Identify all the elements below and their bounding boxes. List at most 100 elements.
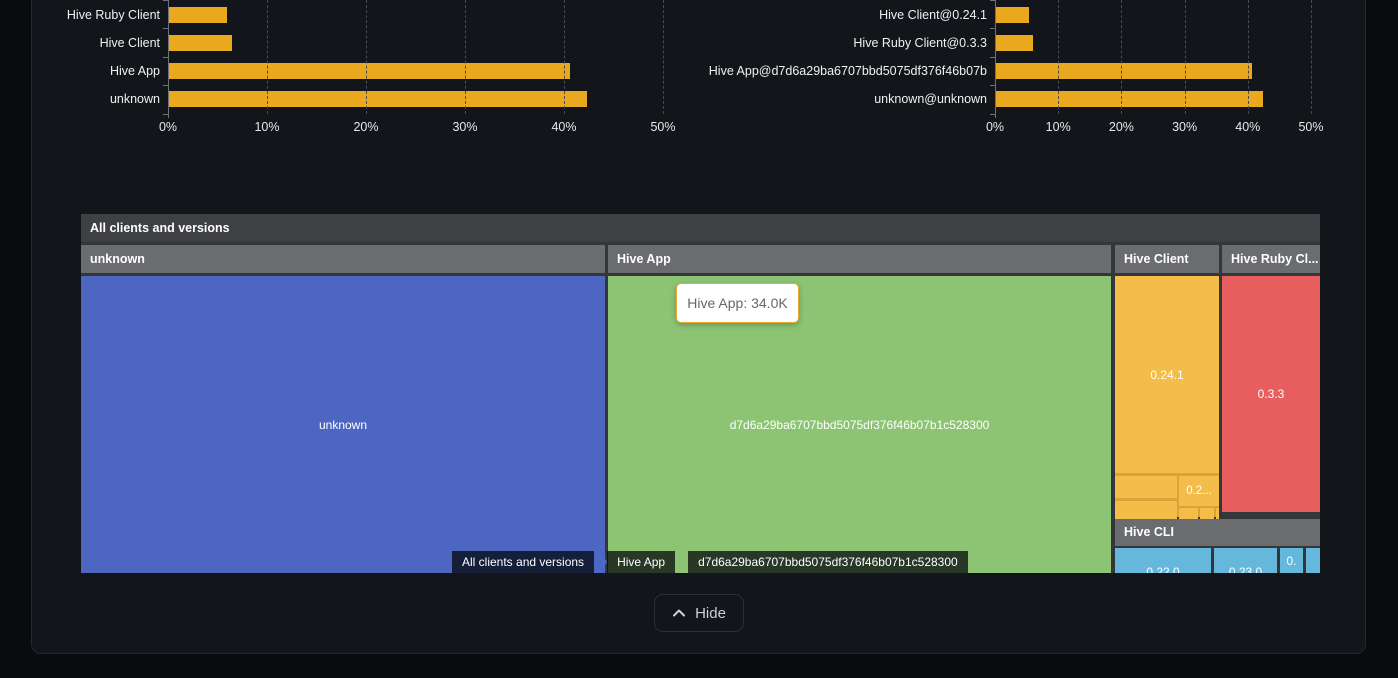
treemap-section-unknown[interactable]: unknown unknown <box>81 245 605 573</box>
y-axis-line <box>995 0 996 118</box>
x-tick-label: 40% <box>1235 120 1261 134</box>
gridline <box>1058 0 1060 114</box>
treemap-cell-label: unknown <box>318 417 368 432</box>
treemap-cell-cli-version-1[interactable]: 0.22.0 <box>1115 548 1211 573</box>
category-label: Hive Client@0.24.1 <box>879 8 987 22</box>
treemap-cell-hive-app-hash[interactable]: d7d6a29ba6707bbd5075df376f46b07b1c528300 <box>608 276 1111 573</box>
treemap-cell-0-24-1[interactable]: 0.24.1 <box>1115 276 1219 473</box>
treemap-cell-label: 0.22.0 <box>1146 565 1180 573</box>
treemap-cell-hive-client-minor-5[interactable] <box>1216 508 1219 519</box>
treemap-section-header[interactable]: Hive CLI <box>1115 519 1320 546</box>
breadcrumb-chevron-icon <box>675 551 689 573</box>
breadcrumb-item-hive-app[interactable]: Hive App <box>607 551 676 573</box>
bar-hive-app-d7d6a29ba6707bbd5075df376f46b07b[interactable] <box>995 63 1253 79</box>
treemap-cell-cli-version-2[interactable]: 0.23.0 <box>1214 548 1277 573</box>
x-tick-label: 30% <box>1172 120 1198 134</box>
treemap-cell-0-3-3[interactable]: 0.3.3 <box>1222 276 1320 512</box>
x-tick-label: 10% <box>1045 120 1071 134</box>
treemap-cell-unknown[interactable]: unknown <box>81 276 605 573</box>
y-axis-tick <box>163 0 168 1</box>
plot-area <box>990 0 1312 118</box>
gridline <box>663 0 664 114</box>
category-label: Hive App <box>109 64 160 78</box>
hide-button[interactable]: Hide <box>654 594 744 632</box>
treemap-cell-cli-version-3[interactable]: 0. <box>1280 548 1303 573</box>
treemap-cell-label: 0.2... <box>1186 485 1212 497</box>
x-tick-label: 50% <box>650 120 676 134</box>
y-axis-tick <box>990 28 995 30</box>
bar-unknown[interactable] <box>168 91 587 107</box>
treemap-section-header[interactable]: Hive App <box>608 245 1111 273</box>
bar-hive-ruby-client[interactable] <box>168 7 228 23</box>
bar-unknown-unknown[interactable] <box>995 91 1263 107</box>
breadcrumb-chevron-icon <box>594 551 608 573</box>
treemap-section-header[interactable]: Hive Ruby Cl... <box>1222 245 1320 273</box>
treemap-cell-hive-client-minor-3[interactable] <box>1179 508 1198 519</box>
treemap-cell-hive-client-minor-1[interactable] <box>1115 476 1177 498</box>
gridline <box>366 0 367 114</box>
hide-button-row: Hide <box>0 594 1398 632</box>
category-label: Hive Client <box>99 36 160 50</box>
y-axis-tick <box>163 56 168 58</box>
treemap-section-hive-ruby-client[interactable]: Hive Ruby Cl... 0.3.3 <box>1222 245 1320 512</box>
gridline <box>267 0 268 114</box>
treemap-cell-label: 0. <box>1286 554 1297 568</box>
clients-versions-treemap: All clients and versions unknown unknown… <box>81 214 1320 573</box>
plot-area <box>163 0 664 118</box>
top-client-versions-bar-chart: Hive Client@0.24.1 Hive Ruby Client@0.3.3… <box>690 0 1324 142</box>
top-clients-bar-chart: Hive Ruby Client Hive Client Hive App unkno… <box>40 0 676 142</box>
treemap-cell-hive-client-minor-2[interactable] <box>1115 501 1177 519</box>
gridline <box>1121 0 1123 114</box>
bar-hive-ruby-client-0-3-3[interactable] <box>995 35 1033 51</box>
treemap-section-hive-cli[interactable]: Hive CLI 0.22.0 0.23.0 0. <box>1115 519 1320 573</box>
treemap-hive-client-cells: 0.24.1 0.2... <box>1115 276 1219 519</box>
treemap-section-header[interactable]: unknown <box>81 245 605 273</box>
y-axis-category-labels: Hive Ruby Client Hive Client Hive App unkno… <box>40 0 168 142</box>
treemap-cell-0-2-ellipsis[interactable]: 0.2... <box>1179 476 1219 506</box>
x-tick-label: 10% <box>254 120 280 134</box>
treemap-title: All clients and versions <box>81 214 1320 242</box>
treemap-section-hive-app[interactable]: Hive App d7d6a29ba6707bbd5075df376f46b07… <box>608 245 1111 573</box>
x-tick-label: 50% <box>1298 120 1324 134</box>
treemap-hive-cli-cells: 0.22.0 0.23.0 0. <box>1115 548 1320 573</box>
x-tick-label: 30% <box>452 120 478 134</box>
gridline <box>465 0 466 114</box>
gridline <box>564 0 565 114</box>
gridline <box>1247 0 1249 114</box>
bar-hive-client-0-24-1[interactable] <box>995 7 1030 23</box>
category-label: Hive Ruby Client <box>66 8 160 22</box>
y-axis-tick <box>990 85 995 87</box>
x-axis-labels: 0% 10% 20% 30% 40% 50% <box>986 120 1324 142</box>
y-axis-line <box>168 0 169 118</box>
y-axis-tick <box>163 28 168 30</box>
y-axis-tick <box>990 56 995 58</box>
gridline <box>1184 0 1186 114</box>
x-tick-label: 20% <box>1108 120 1134 134</box>
x-tick-label: 0% <box>158 120 178 134</box>
treemap-cell-label: 0.3.3 <box>1257 387 1285 401</box>
y-axis-tick <box>163 113 168 115</box>
bar-hive-client[interactable] <box>168 35 233 51</box>
tooltip: Hive App: 34.0K <box>676 283 799 323</box>
y-axis-tick <box>163 85 168 87</box>
x-tick-label: 0% <box>985 120 1005 134</box>
category-label: Hive App@d7d6a29ba6707bbd5075df376f46b07… <box>708 64 987 78</box>
treemap-cell-label: d7d6a29ba6707bbd5075df376f46b07b1c528300 <box>729 417 990 432</box>
breadcrumb-item-root[interactable]: All clients and versions <box>452 551 595 573</box>
treemap-cell-hive-client-minor-4[interactable] <box>1200 508 1214 519</box>
breadcrumb-item-hash[interactable]: d7d6a29ba6707bbd5075df376f46b07b1c528300 <box>688 551 968 573</box>
treemap-cell-cli-version-4[interactable] <box>1306 548 1320 573</box>
bar-hive-app[interactable] <box>168 63 570 79</box>
category-label: unknown@unknown <box>874 92 987 106</box>
gridline <box>1311 0 1312 114</box>
y-axis-tick <box>990 113 995 115</box>
x-tick-label: 20% <box>353 120 379 134</box>
treemap-section-hive-client[interactable]: Hive Client 0.24.1 0.2... <box>1115 245 1219 519</box>
hide-button-label: Hide <box>695 604 726 622</box>
category-label: unknown <box>109 92 160 106</box>
category-label: Hive Ruby Client@0.3.3 <box>853 36 987 50</box>
treemap-section-header[interactable]: Hive Client <box>1115 245 1219 273</box>
treemap-breadcrumb: All clients and versions Hive App d7d6a2… <box>452 551 968 573</box>
x-tick-label: 40% <box>551 120 577 134</box>
